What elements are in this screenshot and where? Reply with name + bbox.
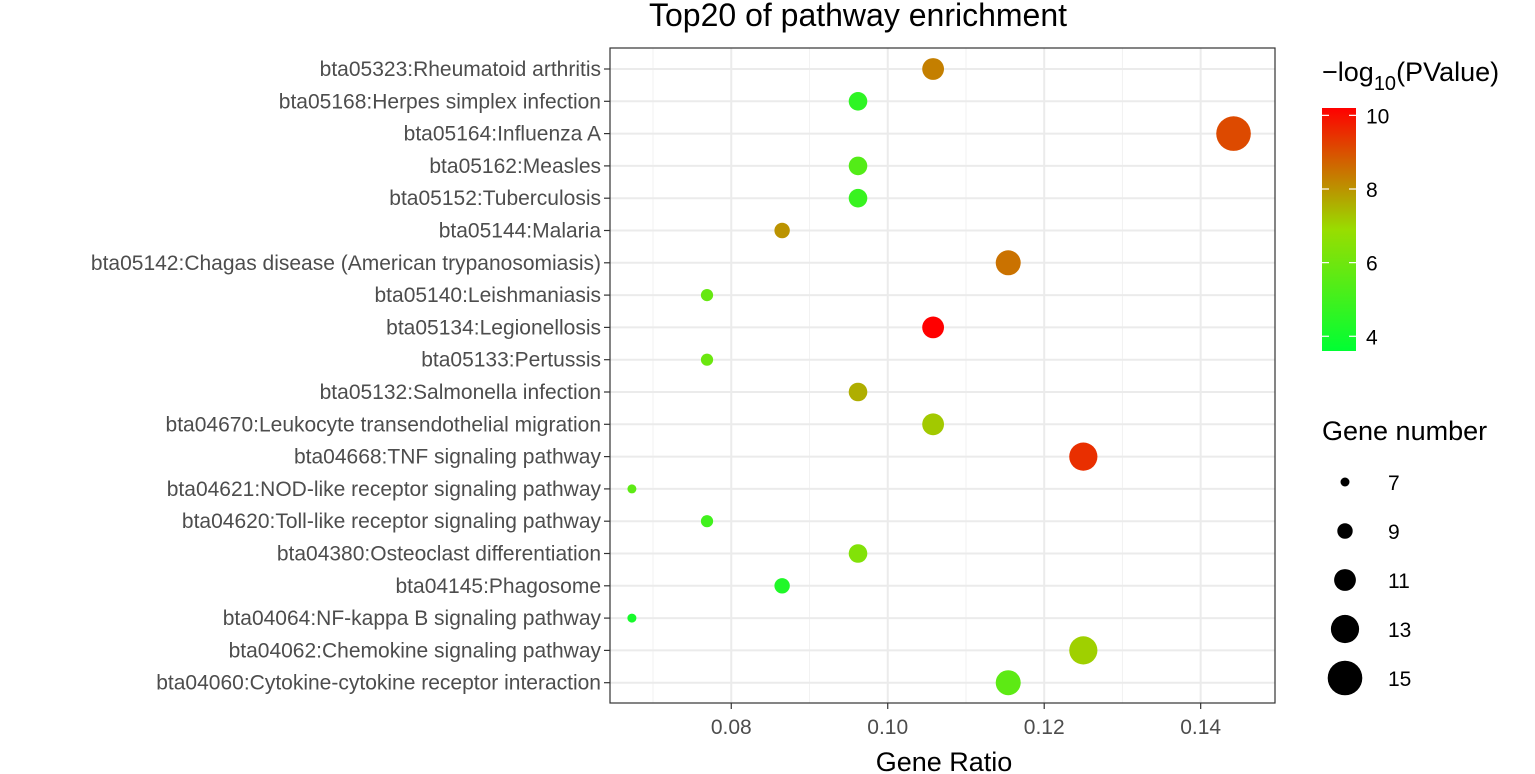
data-point — [848, 188, 868, 208]
y-tick-label: bta04145:Phagosome — [396, 575, 602, 598]
size-legend-label: 15 — [1388, 668, 1411, 691]
y-tick-label: bta05168:Herpes simplex infection — [279, 90, 601, 113]
y-tick-label: bta04060:Cytokine-cytokine receptor inte… — [156, 672, 601, 695]
data-point — [700, 353, 714, 366]
size-legend-dot — [1327, 660, 1363, 696]
x-axis: 0.08 0.10 0.12 0.14 — [711, 703, 1221, 739]
y-tick-label: bta04670:Leukocyte transendothelial migr… — [166, 413, 601, 436]
y-axis: bta05323:Rheumatoid arthritis bta05168:He… — [91, 58, 610, 695]
y-tick-label: bta05132:Salmonella infection — [320, 381, 601, 404]
data-point — [995, 670, 1021, 696]
data-point — [627, 613, 637, 623]
y-tick-label: bta05323:Rheumatoid arthritis — [320, 58, 601, 81]
data-point — [700, 515, 714, 528]
size-legend-label: 7 — [1388, 472, 1400, 495]
x-tick-label: 0.14 — [1180, 716, 1221, 739]
data-point — [627, 484, 637, 494]
y-tick-label: bta04064:NF-kappa B signaling pathway — [223, 607, 602, 630]
data-point — [848, 156, 868, 176]
data-point — [848, 382, 868, 402]
size-legend-title: Gene number — [1322, 416, 1487, 446]
plot-area — [609, 47, 1276, 704]
y-tick-label: bta04620:Toll-like receptor signaling pa… — [182, 510, 602, 533]
size-legend-label: 9 — [1388, 521, 1400, 544]
data-point — [1069, 442, 1098, 471]
data-point — [1069, 636, 1098, 665]
size-legend-dot — [1334, 569, 1356, 591]
color-legend-title-suffix: (PValue) — [1396, 57, 1499, 87]
y-tick-label: bta05164:Influenza A — [404, 123, 601, 146]
x-tick-label: 0.08 — [711, 716, 752, 739]
y-tick-label: bta04380:Osteoclast differentiation — [277, 543, 601, 566]
colorbar-tick-label: 6 — [1366, 253, 1378, 276]
x-tick-label: 0.12 — [1024, 716, 1065, 739]
size-legend-label: 11 — [1388, 570, 1410, 593]
data-point — [995, 250, 1021, 276]
data-point — [848, 544, 868, 563]
y-tick-label: bta04668:TNF signaling pathway — [294, 446, 602, 469]
data-point — [922, 413, 945, 436]
color-legend-title: −log10(PValue) — [1322, 57, 1499, 95]
y-tick-label: bta05140:Leishmaniasis — [375, 284, 602, 307]
size-legend: Gene number 7 9 11 13 15 — [1322, 416, 1487, 696]
chart-title: Top20 of pathway enrichment — [649, 0, 1067, 33]
size-legend-dot — [1337, 523, 1353, 539]
size-legend-label: 13 — [1388, 619, 1411, 642]
data-point — [922, 316, 945, 339]
x-tick-label: 0.10 — [867, 716, 908, 739]
colorbar-tick-label: 4 — [1366, 326, 1378, 349]
y-tick-label: bta05152:Tuberculosis — [389, 187, 601, 210]
color-legend-title-sub: 10 — [1374, 73, 1396, 95]
colorbar-tick-label: 8 — [1366, 179, 1378, 202]
size-legend-dot — [1330, 614, 1360, 644]
y-tick-label: bta05142:Chagas disease (American trypan… — [91, 252, 601, 275]
y-tick-label: bta05133:Pertussis — [421, 349, 601, 372]
colorbar-ticks: 4 6 8 10 — [1322, 105, 1389, 349]
data-point — [848, 92, 868, 111]
x-axis-title: Gene Ratio — [876, 747, 1013, 774]
y-tick-label: bta04062:Chemokine signaling pathway — [229, 639, 602, 662]
y-tick-label: bta04621:NOD-like receptor signaling pat… — [167, 478, 602, 501]
y-tick-label: bta05144:Malaria — [439, 220, 602, 243]
colorbar — [1322, 108, 1356, 351]
data-point — [700, 289, 714, 302]
data-point — [774, 222, 790, 239]
horizontal-gridlines — [610, 68, 1275, 684]
data-point — [922, 58, 945, 80]
data-point — [1216, 116, 1251, 151]
size-legend-items: 7 9 11 13 15 — [1327, 472, 1411, 696]
size-legend-dot — [1340, 477, 1350, 487]
y-tick-label: bta05134:Legionellosis — [386, 316, 601, 339]
panel-border — [609, 47, 1276, 704]
color-legend-title-prefix: −log — [1322, 57, 1374, 87]
vertical-gridlines — [652, 48, 1202, 703]
colorbar-tick-label: 10 — [1366, 105, 1389, 128]
y-tick-label: bta05162:Measles — [429, 155, 601, 178]
data-points — [627, 58, 1251, 696]
data-point — [774, 578, 790, 594]
